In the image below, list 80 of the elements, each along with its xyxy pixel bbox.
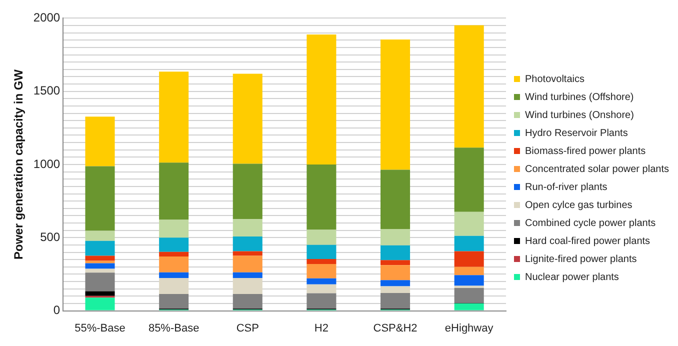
- legend-label: Lignite-fired power plants: [525, 254, 637, 265]
- bar: [380, 245, 410, 260]
- bar: [306, 244, 336, 260]
- legend-label: Wind turbines (Onshore): [525, 110, 634, 121]
- bar: [454, 251, 484, 267]
- bar: [159, 238, 189, 252]
- bar: [306, 284, 336, 294]
- legend-label: Open cylce gas turbines: [525, 200, 632, 211]
- bar: [85, 256, 115, 261]
- bar: [159, 252, 189, 257]
- x-tick-label: 55%-Base: [74, 322, 126, 334]
- x-tick-label: eHighway: [444, 322, 494, 334]
- x-tick-label: CSP: [236, 322, 259, 334]
- bar: [232, 251, 262, 256]
- y-tick-label: 500: [40, 230, 60, 244]
- legend-label: Biomass-fired power plants: [525, 146, 646, 157]
- legend-label: Concentrated solar power plants: [525, 164, 669, 175]
- bar: [85, 166, 115, 231]
- legend-label: Hard coal-fired power plants: [525, 236, 650, 247]
- bar: [380, 280, 410, 286]
- bar: [159, 294, 189, 309]
- x-tick-label: H2: [314, 322, 328, 334]
- bar: [232, 236, 262, 252]
- bar: [306, 278, 336, 284]
- bar: [454, 288, 484, 304]
- bar: [380, 229, 410, 246]
- y-tick-label: 2000: [33, 10, 60, 25]
- bar: [85, 240, 115, 256]
- bar: [306, 259, 336, 264]
- bar: [306, 34, 336, 164]
- x-tick-label: CSP&H2: [373, 322, 418, 334]
- bar: [232, 219, 262, 236]
- bar: [380, 40, 410, 170]
- bar: [159, 162, 189, 220]
- bar: [85, 268, 115, 273]
- legend-label: Combined cycle power plants: [525, 218, 656, 229]
- y-tick-label: 1500: [33, 84, 60, 98]
- bar: [159, 256, 189, 272]
- bar: [306, 293, 336, 309]
- bar: [85, 291, 115, 296]
- bar: [380, 170, 410, 230]
- bar: [85, 263, 115, 269]
- bar: [380, 265, 410, 280]
- legend-label: Nuclear power plants: [525, 272, 619, 283]
- y-axis-title: Power generation capacity in GW: [12, 68, 26, 260]
- bar: [454, 303, 484, 310]
- bar: [85, 260, 115, 264]
- bar: [232, 74, 262, 164]
- bar: [159, 272, 189, 278]
- bar: [85, 272, 115, 292]
- bar: [454, 275, 484, 286]
- legend-label: Wind turbines (Offshore): [525, 92, 634, 103]
- bar: [159, 220, 189, 238]
- bar: [454, 266, 484, 276]
- bar: [380, 260, 410, 266]
- bar: [159, 278, 189, 294]
- bar: [232, 272, 262, 278]
- legend-label: Hydro Reservoir Plants: [525, 128, 628, 139]
- y-tick-label: 1000: [33, 156, 60, 171]
- bar: [306, 164, 336, 230]
- bar: [159, 72, 189, 163]
- legend-label: Run-of-river plants: [525, 182, 608, 193]
- bar: [454, 236, 484, 252]
- bar: [454, 212, 484, 236]
- bar: [454, 25, 484, 148]
- bar: [85, 230, 115, 241]
- bar: [85, 298, 115, 310]
- legend-label: Photovoltaics: [525, 74, 584, 85]
- bar: [306, 230, 336, 245]
- bar: [232, 294, 262, 309]
- bar: [232, 256, 262, 272]
- bar: [380, 286, 410, 293]
- bar: [85, 116, 115, 166]
- bar: [454, 148, 484, 212]
- bar: [232, 278, 262, 294]
- y-tick-label: 0: [53, 303, 60, 318]
- bar: [306, 264, 336, 278]
- bar: [232, 164, 262, 220]
- bar: [380, 292, 410, 309]
- x-tick-label: 85%-Base: [148, 322, 200, 334]
